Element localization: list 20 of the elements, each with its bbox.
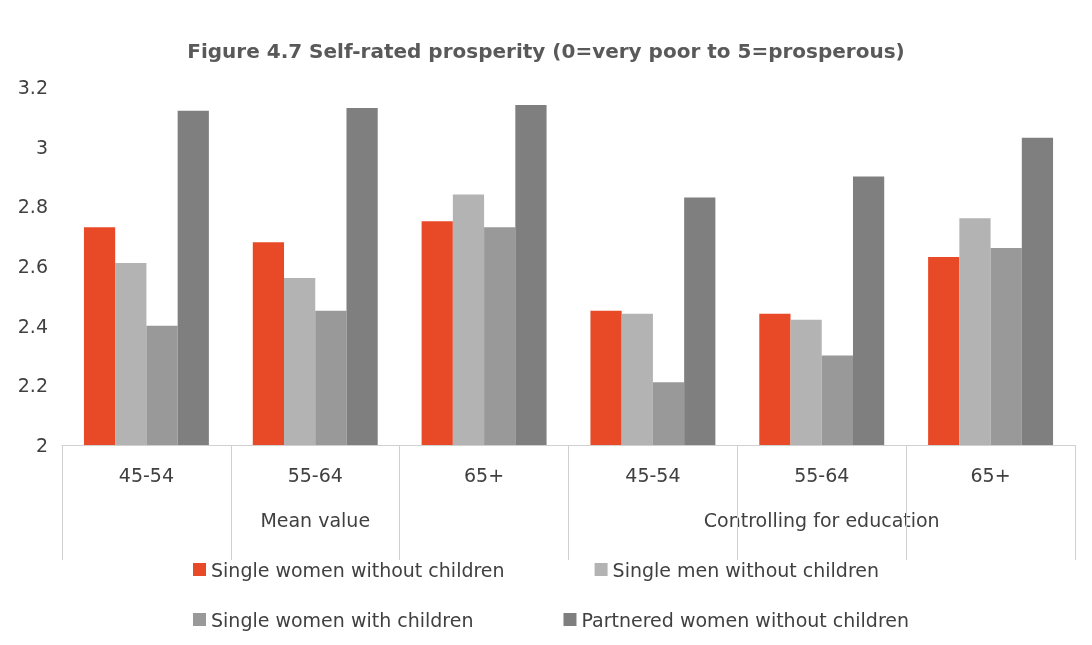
legend-label: Single men without children [612,558,880,581]
y-tick-label: 2 [35,434,48,456]
x-tick-label: 45-54 [118,463,175,486]
y-tick-label: 3 [35,135,48,158]
x-tick-label: 65+ [464,463,505,486]
legend-label: Partnered women without children [581,608,910,631]
y-tick-label: 3.2 [17,76,48,98]
x-tick-label: 55-64 [794,463,850,486]
legend-label: Single women with children [211,608,474,631]
x-tick-label: 45-54 [625,463,681,486]
chart-title: Figure 4.7 Self-rated prosperity (0=very poor to 5=prosperous) [187,39,905,63]
y-tick-label: 2.8 [17,195,48,218]
x-tick-label: 65+ [970,463,1011,486]
legend-label: Single women without children [211,558,505,581]
y-tick-label: 2.2 [17,374,48,397]
y-tick-label: 2.6 [17,255,48,277]
x-tick-label: 55-64 [287,463,343,486]
text: Mean value [260,508,371,531]
text: Controlling for education [703,508,940,531]
y-tick-label: 2.4 [17,314,48,337]
